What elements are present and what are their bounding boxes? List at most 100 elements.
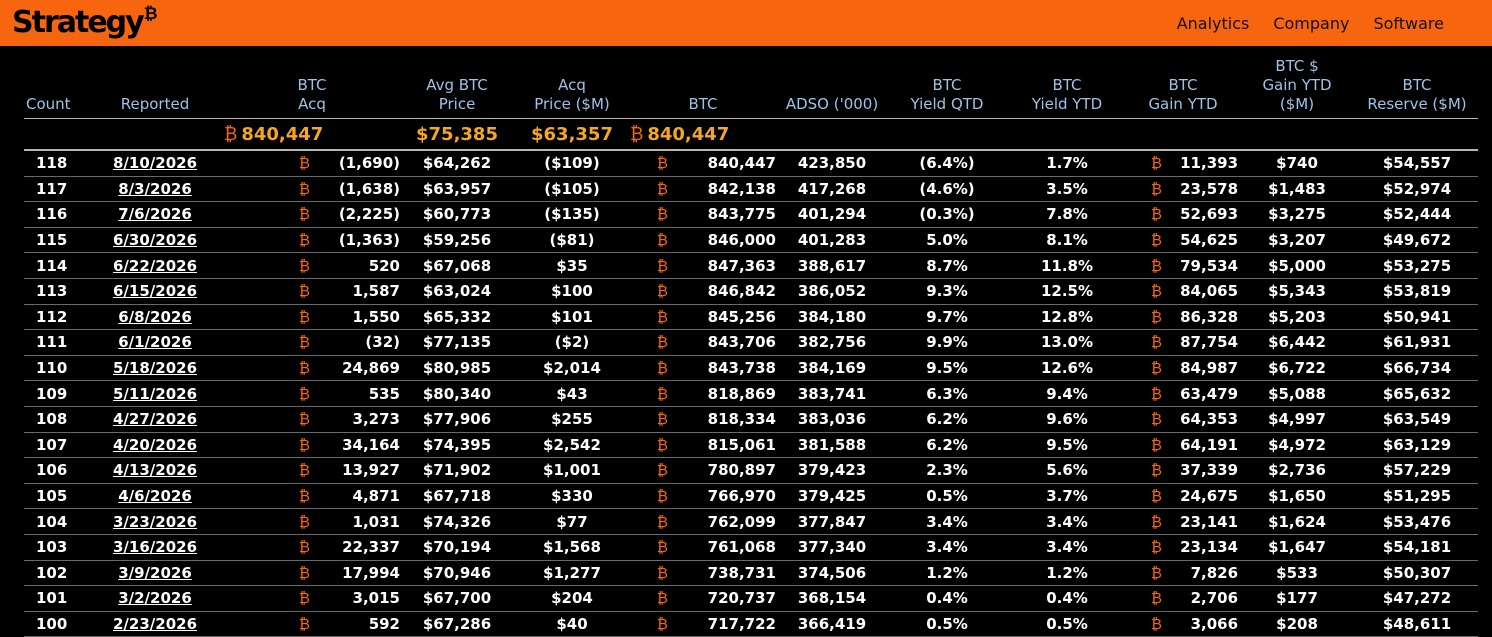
header-gain-usd-ytd[interactable]: BTC $ Gain YTD ($M) bbox=[1238, 46, 1357, 119]
bitcoin-icon: ₿ bbox=[224, 611, 310, 637]
cell-gain-usd: $4,997 bbox=[1238, 406, 1357, 433]
cell-btc: 762,099 bbox=[674, 508, 776, 535]
cell-gain-usd: $6,442 bbox=[1238, 329, 1357, 356]
cell-yield-ytd: 5.6% bbox=[1006, 457, 1128, 484]
cell-yield-ytd: 1.2% bbox=[1006, 560, 1128, 587]
cell-yield-ytd: 7.8% bbox=[1006, 201, 1128, 228]
header-btc-acq[interactable]: BTC Acq bbox=[224, 46, 400, 119]
reported-date-link[interactable]: 3/23/2026 bbox=[112, 512, 198, 531]
table-row: 106 4/13/2026 ₿ 13,927 $71,902 $1,001 ₿ 780,897… bbox=[24, 457, 1479, 484]
total-btc-value: 840,447 bbox=[647, 123, 730, 145]
reported-date-link[interactable]: 3/9/2026 bbox=[118, 563, 192, 582]
header-gain-ytd[interactable]: BTC Gain YTD bbox=[1128, 46, 1239, 119]
header-avg-btc-price[interactable]: Avg BTC Price bbox=[400, 46, 514, 119]
cell-btc: 846,842 bbox=[674, 278, 776, 305]
bitcoin-icon: ₿ bbox=[1128, 585, 1168, 612]
reported-date-link[interactable]: 6/15/2026 bbox=[112, 282, 198, 301]
total-avg-price: $75,385 bbox=[400, 118, 514, 151]
reported-date-link[interactable]: 6/8/2026 bbox=[118, 307, 192, 326]
cell-yield-qtd: (0.3%) bbox=[888, 201, 1006, 228]
cell-btc: 847,363 bbox=[674, 252, 776, 279]
cell-btc: 846,000 bbox=[674, 227, 776, 254]
cell-gain-ytd: 23,134 bbox=[1168, 534, 1239, 561]
cell-gain-usd: $5,000 bbox=[1238, 252, 1357, 279]
header-adso[interactable]: ADSO ('000) bbox=[776, 46, 888, 119]
cell-yield-ytd: 3.5% bbox=[1006, 176, 1128, 203]
nav-link-software[interactable]: Software bbox=[1373, 13, 1444, 33]
cell-btc-acq: 1,550 bbox=[310, 304, 400, 331]
cell-yield-qtd: 9.9% bbox=[888, 329, 1006, 356]
reported-date-link[interactable]: 4/6/2026 bbox=[118, 487, 192, 506]
bitcoin-icon: ₿ bbox=[224, 278, 310, 305]
bitcoin-icon: ₿ bbox=[1128, 176, 1168, 203]
cell-btc-acq: 1,031 bbox=[310, 508, 400, 535]
cell-yield-qtd: 3.4% bbox=[888, 508, 1006, 535]
cell-avg-price: $70,194 bbox=[400, 534, 514, 561]
cell-avg-price: $64,262 bbox=[400, 150, 514, 177]
header-yield-qtd[interactable]: BTC Yield QTD bbox=[888, 46, 1006, 119]
cell-gain-ytd: 11,393 bbox=[1168, 150, 1239, 177]
cell-avg-price: $77,906 bbox=[400, 406, 514, 433]
strategy-logo[interactable]: Strategy ₿ bbox=[12, 0, 158, 46]
reported-date-link[interactable]: 8/10/2026 bbox=[112, 154, 198, 173]
header-yield-ytd[interactable]: BTC Yield YTD bbox=[1006, 46, 1128, 119]
bitcoin-icon: ₿ bbox=[224, 201, 310, 228]
cell-reported: 5/11/2026 bbox=[86, 380, 224, 407]
cell-btc: 717,722 bbox=[674, 611, 776, 637]
header-btc[interactable]: BTC bbox=[630, 46, 776, 119]
reported-date-link[interactable]: 3/2/2026 bbox=[118, 589, 192, 608]
table-row: 114 6/22/2026 ₿ 520 $67,068 $35 ₿ 847,363 388,61… bbox=[24, 252, 1479, 279]
reported-date-link[interactable]: 5/11/2026 bbox=[112, 384, 198, 403]
cell-acq-price: $2,014 bbox=[514, 355, 630, 382]
cell-reported: 6/22/2026 bbox=[86, 252, 224, 279]
cell-avg-price: $67,286 bbox=[400, 611, 514, 637]
header-reported[interactable]: Reported bbox=[86, 46, 224, 119]
cell-yield-qtd: 3.4% bbox=[888, 534, 1006, 561]
cell-btc-acq: 1,587 bbox=[310, 278, 400, 305]
nav-link-analytics[interactable]: Analytics bbox=[1176, 13, 1250, 33]
cell-yield-qtd: 6.3% bbox=[888, 380, 1006, 407]
reported-date-link[interactable]: 5/18/2026 bbox=[112, 359, 198, 378]
cell-acq-price: ($135) bbox=[514, 201, 630, 228]
cell-yield-ytd: 0.5% bbox=[1006, 611, 1128, 637]
bitcoin-icon: ₿ bbox=[630, 123, 644, 145]
reported-date-link[interactable]: 4/27/2026 bbox=[112, 410, 198, 429]
reported-date-link[interactable]: 6/22/2026 bbox=[112, 256, 198, 275]
reported-date-link[interactable]: 8/3/2026 bbox=[118, 179, 192, 198]
cell-btc-acq: 17,994 bbox=[310, 560, 400, 587]
cell-avg-price: $71,902 bbox=[400, 457, 514, 484]
cell-gain-ytd: 84,065 bbox=[1168, 278, 1239, 305]
table-row: 112 6/8/2026 ₿ 1,550 $65,332 $101 ₿ 845,256 384,… bbox=[24, 304, 1479, 331]
cell-gain-usd: $3,207 bbox=[1238, 227, 1357, 254]
header-acq-price[interactable]: Acq Price ($M) bbox=[514, 46, 630, 119]
reported-date-link[interactable]: 4/20/2026 bbox=[112, 435, 198, 454]
bitcoin-icon: ₿ bbox=[224, 380, 310, 407]
cell-yield-qtd: 6.2% bbox=[888, 432, 1006, 459]
nav-link-company[interactable]: Company bbox=[1273, 13, 1350, 33]
cell-acq-price: $1,568 bbox=[514, 534, 630, 561]
cell-acq-price: $204 bbox=[514, 585, 630, 612]
cell-reserve: $52,444 bbox=[1356, 201, 1479, 228]
reported-date-link[interactable]: 3/16/2026 bbox=[112, 538, 198, 557]
cell-count: 109 bbox=[24, 380, 86, 407]
reported-date-link[interactable]: 6/30/2026 bbox=[112, 231, 198, 250]
reported-date-link[interactable]: 6/1/2026 bbox=[118, 333, 192, 352]
cell-btc-acq: (1,638) bbox=[310, 176, 400, 203]
cell-reported: 3/16/2026 bbox=[86, 534, 224, 561]
cell-yield-ytd: 3.4% bbox=[1006, 508, 1128, 535]
cell-btc-acq: 3,273 bbox=[310, 406, 400, 433]
reported-date-link[interactable]: 7/6/2026 bbox=[118, 205, 192, 224]
header-count[interactable]: Count bbox=[24, 46, 86, 119]
table-row: 111 6/1/2026 ₿ (32) $77,135 ($2) ₿ 843,706 382,7… bbox=[24, 329, 1479, 356]
header-reserve[interactable]: BTC Reserve ($M) bbox=[1356, 46, 1479, 119]
cell-gain-ytd: 23,578 bbox=[1168, 176, 1239, 203]
bitcoin-icon: ₿ bbox=[224, 355, 310, 382]
cell-reported: 4/13/2026 bbox=[86, 457, 224, 484]
bitcoin-icon: ₿ bbox=[224, 252, 310, 279]
cell-reserve: $51,295 bbox=[1356, 483, 1479, 510]
bitcoin-icon: ₿ bbox=[1128, 534, 1168, 561]
cell-yield-ytd: 11.8% bbox=[1006, 252, 1128, 279]
reported-date-link[interactable]: 2/23/2026 bbox=[112, 614, 198, 633]
reported-date-link[interactable]: 4/13/2026 bbox=[112, 461, 198, 480]
cell-gain-usd: $5,203 bbox=[1238, 304, 1357, 331]
